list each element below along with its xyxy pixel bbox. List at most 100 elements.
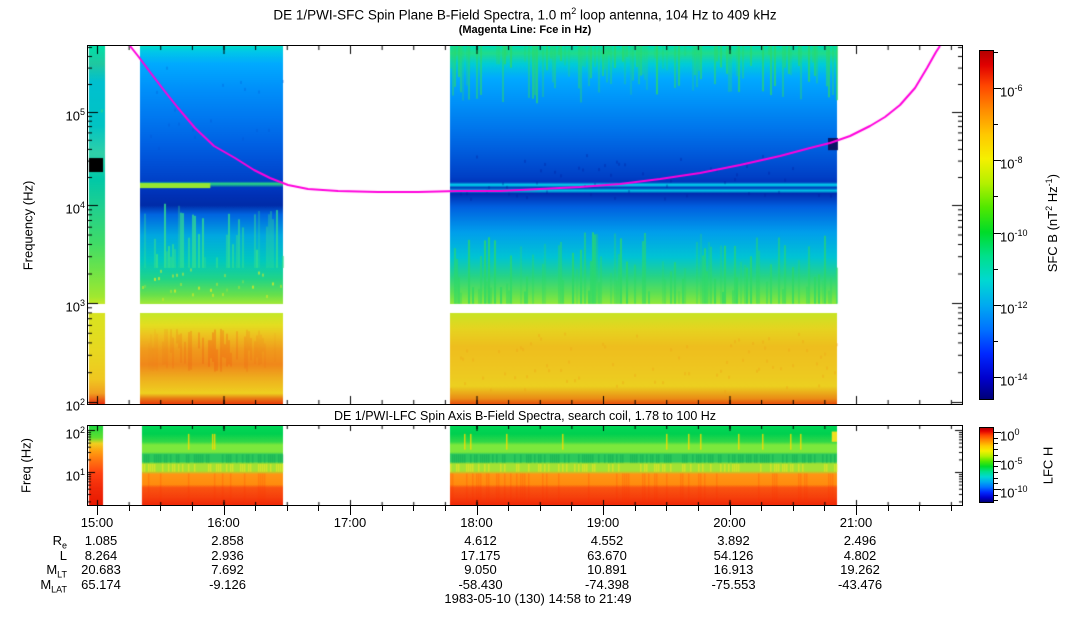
time-minor-tick <box>255 506 256 511</box>
orbit-value: 16.913 <box>713 562 754 577</box>
magenta-line-subtitle: (Magenta Line: Fce in Hz) <box>458 24 592 36</box>
orbit-row-label: MLT <box>46 562 67 580</box>
time-minor-tick <box>192 506 193 511</box>
time-label: 20:00 <box>713 515 746 530</box>
colorbar-minor-tick <box>994 51 998 53</box>
orbit-value: 4.612 <box>464 533 497 548</box>
colorbar-tick-label: 10-5 <box>1000 455 1023 472</box>
y-axis-tick-label: 104 <box>65 200 85 217</box>
orbit-value: -43.476 <box>837 576 883 592</box>
sfc-colorbar-title-sup2: -1 <box>1043 178 1054 187</box>
sfc-colorbar-title-text: SFC B (nT <box>1045 210 1061 273</box>
orbit-value: 2.496 <box>843 533 877 548</box>
colorbar-minor-tick <box>994 477 998 479</box>
lfc-y-axis-title: Freq (Hz) <box>18 438 34 493</box>
colorbar-major-tick <box>994 232 1001 234</box>
orbit-value: 4.802 <box>843 547 877 563</box>
sfc-colorbar <box>979 50 994 400</box>
time-label: 15:00 <box>80 515 114 530</box>
orbit-value: -9.126 <box>209 576 246 592</box>
colorbar-tick-label: 10-10 <box>1000 227 1028 244</box>
colorbar-minor-tick <box>994 340 998 342</box>
time-minor-tick <box>445 506 446 511</box>
lfc-colorbar <box>979 427 994 503</box>
time-label: 17:00 <box>333 515 367 530</box>
time-major-tick <box>603 506 604 515</box>
orbit-value: 10.891 <box>587 562 627 577</box>
colorbar-tick-label: 10-14 <box>1000 372 1028 389</box>
orbit-value: 9.050 <box>464 562 497 577</box>
sfc-spectrogram <box>88 46 962 404</box>
colorbar-minor-tick <box>994 124 998 126</box>
sfc-y-axis-title: Frequency (Hz) <box>20 180 36 271</box>
y-axis-tick-label: 102 <box>65 425 85 442</box>
orbit-value: 65.174 <box>81 576 121 592</box>
time-minor-tick <box>508 506 509 511</box>
y-axis-tick-label: 102 <box>65 397 85 414</box>
time-minor-tick <box>666 506 667 511</box>
time-major-tick <box>224 506 225 515</box>
time-major-tick <box>477 506 478 515</box>
orbit-value: 2.936 <box>211 547 244 563</box>
orbit-row-label: MLAT <box>40 576 67 595</box>
colorbar-major-tick <box>994 432 1001 433</box>
orbit-value: 3.892 <box>717 533 750 548</box>
colorbar-tick-label: 10-10 <box>1000 484 1028 501</box>
time-major-tick <box>730 506 731 515</box>
time-label: 18:00 <box>460 515 493 530</box>
colorbar-minor-tick <box>994 268 998 270</box>
orbit-value: 63.670 <box>587 547 627 563</box>
orbit-row-label: L <box>59 547 67 563</box>
orbit-value: 1.085 <box>84 533 118 548</box>
time-minor-tick <box>160 506 161 511</box>
colorbar-tick-label: 10-6 <box>1000 83 1023 100</box>
date-range-footer: 1983-05-10 (130) 14:58 to 21:49 <box>444 591 632 606</box>
page-title: DE 1/PWI-SFC Spin Plane B-Field Spectra,… <box>0 6 1050 23</box>
colorbar-minor-tick <box>994 449 998 451</box>
colorbar-minor-tick <box>994 437 998 439</box>
colorbar-tick-label: 100 <box>1000 427 1020 444</box>
time-minor-tick <box>571 506 572 511</box>
orbit-value: 8.264 <box>84 547 118 563</box>
y-axis-tick-label: 103 <box>65 298 85 315</box>
orbit-value: -74.398 <box>584 576 630 592</box>
time-major-tick <box>350 506 351 515</box>
colorbar-major-tick <box>994 160 1001 162</box>
orbit-value: 2.858 <box>211 533 244 548</box>
orbit-value: 7.692 <box>211 562 244 577</box>
time-minor-tick <box>413 506 414 511</box>
time-minor-tick <box>318 506 319 511</box>
y-axis-tick-label: 101 <box>65 467 85 484</box>
orbit-value: 20.683 <box>81 562 121 577</box>
page-title-sup: 2 <box>571 6 577 16</box>
time-minor-tick <box>793 506 794 511</box>
colorbar-minor-tick <box>994 494 998 496</box>
colorbar-major-tick <box>994 460 1001 462</box>
colorbar-minor-tick <box>994 500 998 502</box>
orbit-value: 17.175 <box>460 547 501 563</box>
colorbar-major-tick <box>994 304 1001 306</box>
lfc-panel-title: DE 1/PWI-LFC Spin Axis B-Field Spectra, … <box>333 409 717 423</box>
colorbar-tick-label: 10-12 <box>1000 299 1028 317</box>
lfc-spectrogram <box>88 426 962 505</box>
time-minor-tick <box>129 506 130 511</box>
y-axis-tick-label: 105 <box>65 107 85 124</box>
orbit-value: 19.262 <box>840 562 880 577</box>
time-minor-tick <box>382 506 383 511</box>
colorbar-minor-tick <box>994 196 998 198</box>
page-title-text: DE 1/PWI-SFC Spin Plane B-Field Spectra,… <box>273 7 572 23</box>
orbit-value: 54.126 <box>713 547 754 563</box>
orbit-value: 4.552 <box>590 533 624 548</box>
colorbar-minor-tick <box>994 471 998 473</box>
colorbar-minor-tick <box>994 483 998 485</box>
page-title-text-2: loop antenna, 104 Hz to 409 kHz <box>576 7 777 23</box>
time-minor-tick <box>287 506 288 511</box>
time-minor-tick <box>951 506 952 511</box>
colorbar-tick-label: 10-8 <box>1000 155 1023 172</box>
time-minor-tick <box>761 506 762 511</box>
time-label: 19:00 <box>586 515 620 530</box>
orbit-value: -75.553 <box>711 576 756 592</box>
colorbar-major-tick <box>994 377 1001 378</box>
time-minor-tick <box>919 506 920 511</box>
